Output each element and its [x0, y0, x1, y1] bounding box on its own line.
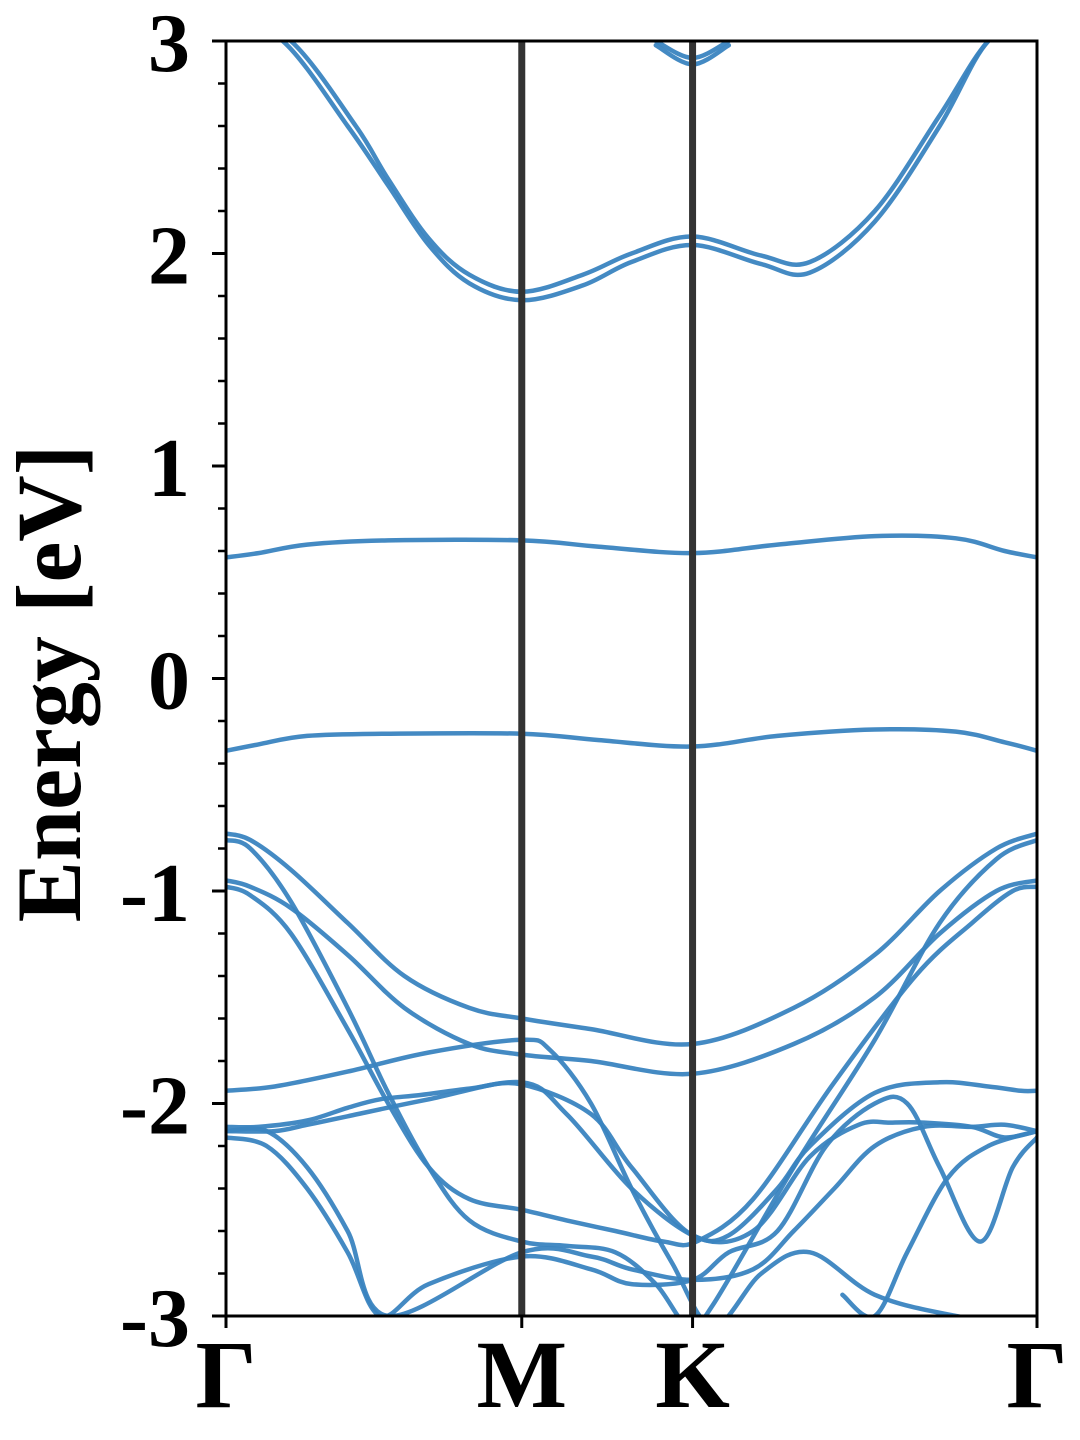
x-tick-label-K: K	[655, 1321, 730, 1428]
bands-group	[226, 41, 1037, 1316]
plot-frame	[224, 39, 1039, 1318]
band-line-6	[226, 726, 1037, 754]
y-tick-label: 2	[148, 210, 190, 303]
band-line-5	[226, 533, 1037, 560]
y-tick-label: 1	[148, 422, 190, 515]
y-tick-label: -1	[120, 847, 190, 940]
kpoint-lines	[518, 41, 697, 1316]
y-tick-label: -2	[120, 1060, 190, 1153]
y-axis-ticks: -3 -2 -1 0 1 2 3	[120, 0, 226, 1365]
x-tick-label-Γ: Γ	[195, 1321, 256, 1428]
y-tick-label: -3	[120, 1272, 190, 1365]
band-line-11	[226, 1037, 970, 1316]
y-axis-label: Energy [eV]	[0, 445, 100, 923]
y-tick-label: 0	[148, 635, 190, 728]
band-line-2	[279, 41, 992, 303]
band-line-13	[226, 1122, 1037, 1316]
band-line-9	[226, 837, 1037, 1316]
band-line-1	[287, 41, 992, 295]
band-line-7	[226, 831, 1037, 1047]
x-tick-label-M: M	[476, 1321, 567, 1428]
y-tick-label: 3	[148, 0, 190, 90]
band-line-16	[840, 1128, 1037, 1316]
x-tick-label-Γ: Γ	[1006, 1321, 1067, 1428]
band-line-10	[226, 884, 1037, 1248]
band-line-14	[226, 1080, 1037, 1245]
